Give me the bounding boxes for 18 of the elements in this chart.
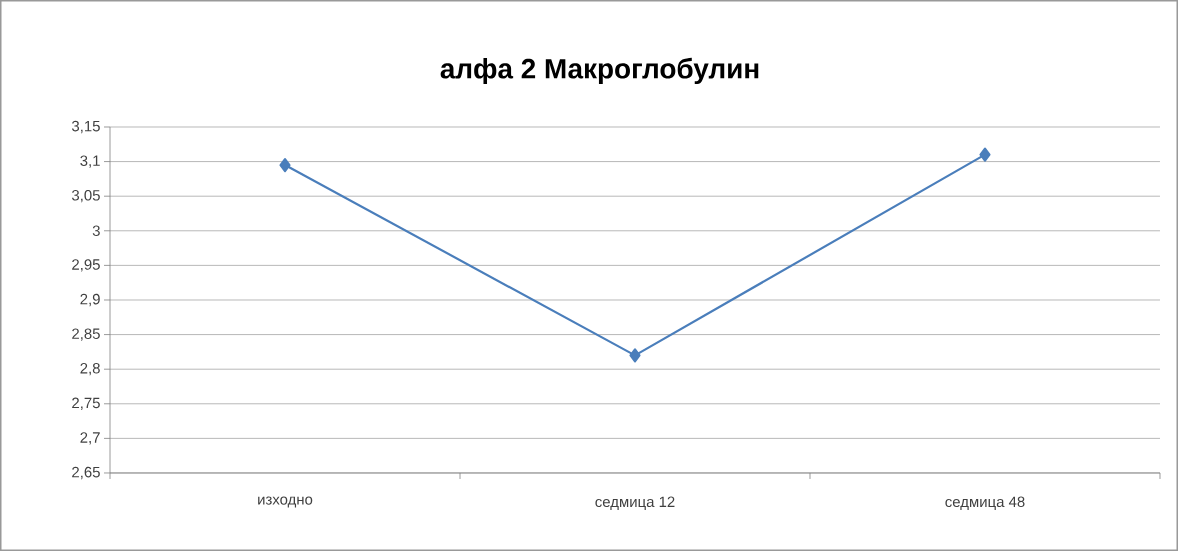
point — [279, 157, 291, 173]
y-tick-label: 2,75 — [72, 397, 100, 410]
y-tick-label: 3 — [92, 225, 100, 237]
y-tick-label: 3,15 — [71, 120, 100, 134]
y-tick-label: 2,85 — [72, 328, 100, 341]
y-tick-label: 2,9 — [80, 293, 100, 307]
y-tick-label: 2,95 — [72, 259, 100, 272]
y-tick-label: 3,05 — [71, 190, 100, 203]
y-tick-label: 2,7 — [80, 432, 100, 445]
x-tick-label: седмица 12 — [595, 496, 675, 510]
y-tick-label: 2,65 — [72, 466, 100, 480]
y-tick-label: 2,8 — [80, 363, 100, 376]
x-tick-label: изходно — [258, 496, 313, 508]
chart-title: алфа 2 Макроглобулин — [440, 57, 759, 85]
point — [629, 348, 641, 363]
y-tick-label: 3,1 — [80, 155, 100, 168]
point — [979, 147, 991, 162]
x-tick-label: седмица 48 — [945, 496, 1025, 510]
